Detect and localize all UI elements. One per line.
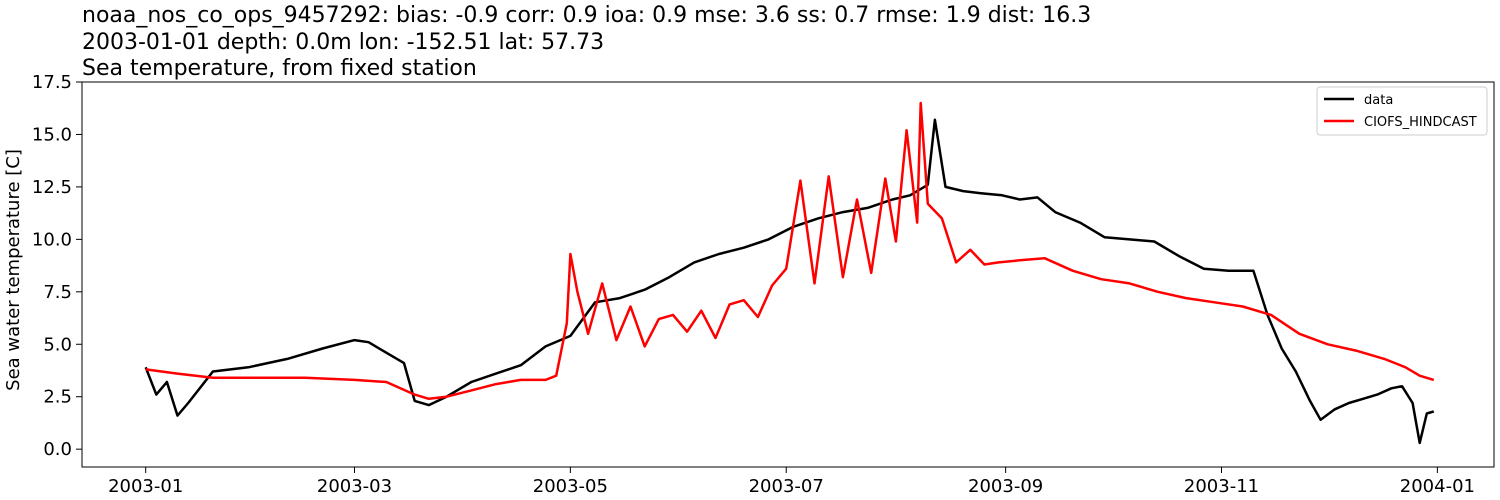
- chart-title: noaa_nos_co_ops_9457292: bias: -0.9 corr…: [82, 3, 1091, 81]
- title-line-variable: Sea temperature, from fixed station: [82, 56, 477, 81]
- y-tick-label: 17.5: [32, 72, 72, 93]
- legend-label-data: data: [1364, 93, 1393, 108]
- x-tick-label: 2003-01: [108, 476, 183, 497]
- y-tick-label: 10.0: [32, 229, 72, 250]
- title-line-station: 2003-01-01 depth: 0.0m lon: -152.51 lat:…: [82, 30, 604, 55]
- y-axis-label: Sea water temperature [C]: [3, 149, 24, 391]
- y-tick-label: 2.5: [43, 387, 72, 408]
- y-axis-ticks: 0.0 2.5 5.0 7.5 10.0 12.5 15.0 17.5: [32, 72, 82, 460]
- y-tick-label: 0.0: [43, 439, 72, 460]
- x-tick-label: 2003-09: [968, 476, 1043, 497]
- series-line-data: [144, 118, 1435, 445]
- series-line-ciofs-hindcast: [145, 101, 1435, 401]
- x-tick-label: 2003-07: [749, 476, 824, 497]
- title-line-metrics: noaa_nos_co_ops_9457292: bias: -0.9 corr…: [82, 3, 1091, 28]
- x-axis-ticks: 2003-01 2003-03 2003-05 2003-07 2003-09 2003-…: [108, 467, 1475, 497]
- series-layer: [144, 101, 1435, 445]
- plot-frame: [81, 81, 1495, 468]
- x-tick-label: 2004-01: [1400, 476, 1475, 497]
- plot-area: 2003-01 2003-03 2003-05 2003-07 2003-09 2003-…: [32, 72, 1495, 497]
- legend: data CIOFS_HINDCAST: [1316, 86, 1488, 136]
- y-tick-label: 5.0: [43, 334, 72, 355]
- legend-label-ciofs-hindcast: CIOFS_HINDCAST: [1364, 115, 1477, 130]
- y-tick-label: 15.0: [32, 124, 72, 145]
- x-tick-label: 2003-11: [1184, 476, 1259, 497]
- y-tick-label: 12.5: [32, 177, 72, 198]
- x-tick-label: 2003-05: [533, 476, 608, 497]
- y-tick-label: 7.5: [43, 282, 72, 303]
- legend-box: [1316, 86, 1488, 136]
- x-tick-label: 2003-03: [317, 476, 392, 497]
